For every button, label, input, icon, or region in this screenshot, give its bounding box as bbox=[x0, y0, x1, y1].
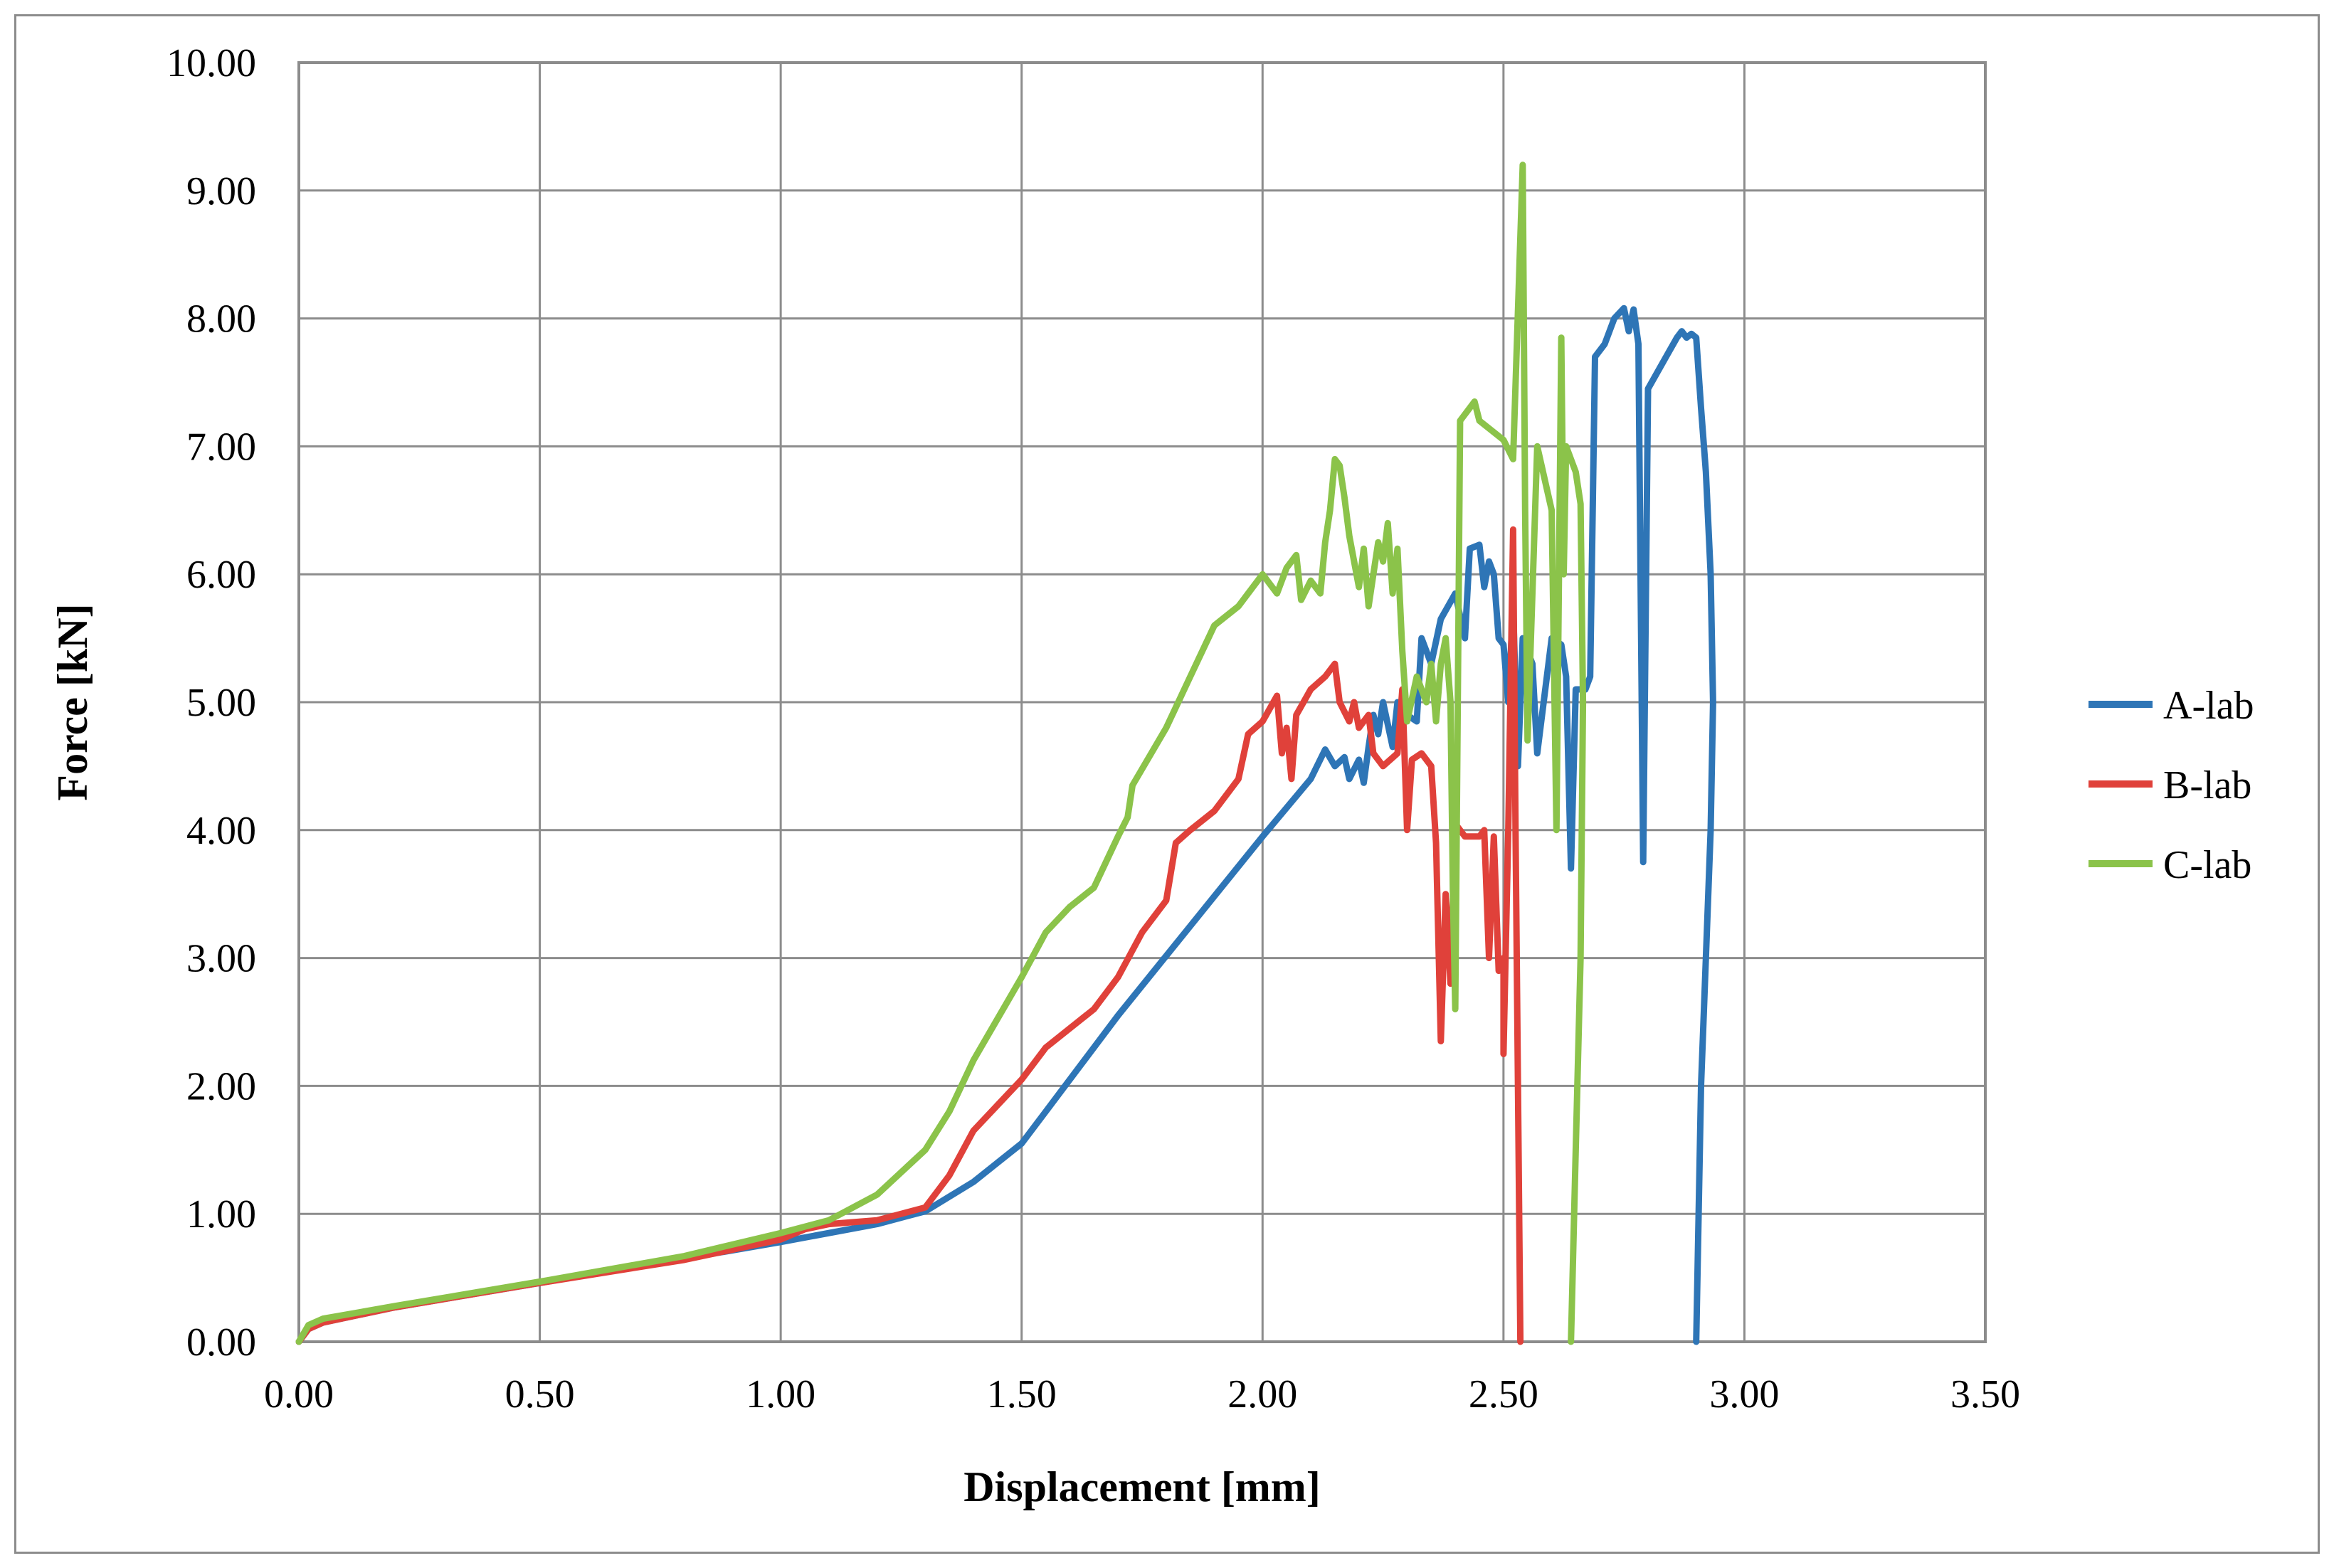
x-tick-label: 0.00 bbox=[264, 1372, 334, 1416]
y-tick-label: 2.00 bbox=[186, 1064, 256, 1108]
series-line-c-lab bbox=[295, 161, 1587, 1345]
grid-lines bbox=[297, 61, 1987, 1343]
series-line-b-lab bbox=[295, 526, 1524, 1345]
x-tick-labels: 0.00 0.50 1.00 1.50 2.00 2.50 3.00 3.50 bbox=[264, 1372, 2020, 1416]
chart-frame bbox=[14, 14, 2320, 1554]
x-axis-title: Displacement [mm] bbox=[963, 1463, 1321, 1510]
x-tick-label: 2.50 bbox=[1469, 1372, 1538, 1416]
plot-area-border bbox=[297, 61, 1987, 1343]
y-tick-label: 9.00 bbox=[186, 169, 256, 213]
y-axis-title: Force [kN] bbox=[49, 603, 96, 800]
y-tick-label: 3.00 bbox=[186, 937, 256, 981]
series-layer bbox=[295, 161, 1716, 1345]
y-tick-labels: 0.00 1.00 2.00 3.00 4.00 5.00 6.00 7.00 8.00 9.00… bbox=[167, 41, 256, 1365]
legend: A-lab B-lab C-lab bbox=[2089, 684, 2254, 887]
y-tick-label: 5.00 bbox=[186, 681, 256, 725]
y-tick-label: 4.00 bbox=[186, 809, 256, 853]
x-tick-label: 2.00 bbox=[1227, 1372, 1297, 1416]
x-tick-label: 3.00 bbox=[1709, 1372, 1779, 1416]
y-tick-label: 1.00 bbox=[186, 1192, 256, 1236]
y-tick-label: 0.00 bbox=[186, 1320, 256, 1365]
x-tick-label: 3.50 bbox=[1950, 1372, 2020, 1416]
x-tick-label: 1.00 bbox=[746, 1372, 815, 1416]
y-tick-label: 8.00 bbox=[186, 297, 256, 341]
legend-label: B-lab bbox=[2163, 763, 2251, 807]
legend-label: A-lab bbox=[2163, 684, 2254, 728]
legend-label: C-lab bbox=[2163, 843, 2251, 887]
x-tick-label: 0.50 bbox=[505, 1372, 575, 1416]
y-tick-label: 10.00 bbox=[167, 41, 256, 85]
series-line-a-lab bbox=[295, 304, 1716, 1345]
x-tick-label: 1.50 bbox=[987, 1372, 1057, 1416]
y-tick-label: 7.00 bbox=[186, 425, 256, 469]
y-tick-label: 6.00 bbox=[186, 553, 256, 597]
